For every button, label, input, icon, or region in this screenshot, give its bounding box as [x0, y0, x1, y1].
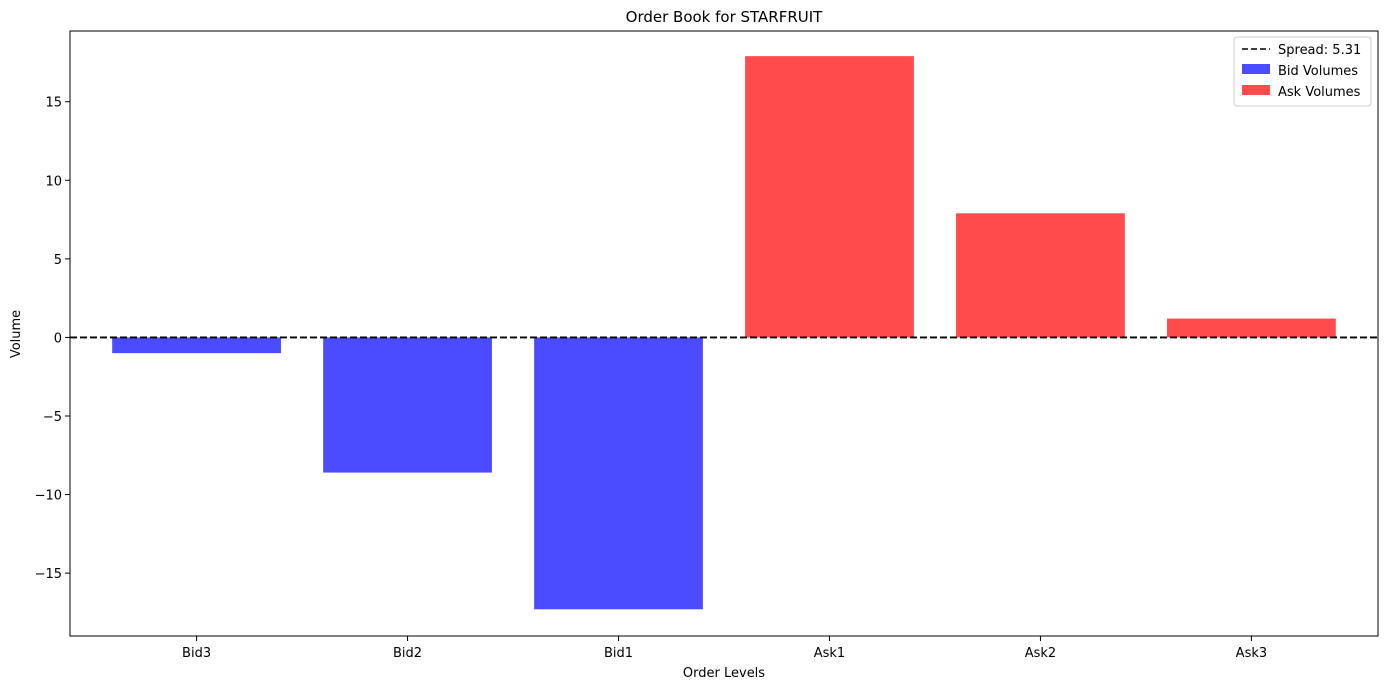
y-tick-label: 5 — [54, 253, 62, 268]
legend-spread-label: Spread: 5.31 — [1278, 43, 1361, 58]
bar-bid2 — [323, 337, 492, 473]
legend-bid-label: Bid Volumes — [1278, 64, 1358, 79]
bars-group — [112, 56, 1336, 610]
y-axis-ticks: −15 −10 −5 0 5 10 15 — [35, 96, 70, 582]
legend-bid-swatch — [1242, 64, 1270, 74]
bar-ask2 — [956, 213, 1125, 338]
bar-bid3 — [112, 337, 281, 354]
y-tick-label: −5 — [43, 410, 62, 425]
chart-title: Order Book for STARFRUIT — [626, 8, 824, 26]
bar-bid1 — [534, 337, 703, 610]
x-tick-label-ask3: Ask3 — [1236, 646, 1267, 661]
y-tick-label: 10 — [45, 174, 62, 189]
x-tick-label-bid1: Bid1 — [604, 646, 633, 661]
y-tick-label: −10 — [35, 489, 62, 504]
y-tick-label: −15 — [35, 567, 62, 582]
x-tick-label-ask2: Ask2 — [1025, 646, 1056, 661]
x-axis-ticks: Bid3 Bid2 Bid1 Ask1 Ask2 Ask3 — [182, 636, 1267, 661]
x-tick-label-bid2: Bid2 — [393, 646, 422, 661]
plot-area-frame — [69, 30, 1379, 637]
x-axis-label: Order Levels — [683, 666, 765, 681]
bar-ask1 — [745, 56, 914, 338]
legend-ask-label: Ask Volumes — [1278, 85, 1361, 100]
y-tick-label: 15 — [45, 96, 62, 111]
y-tick-label: 0 — [54, 331, 62, 346]
x-tick-label-bid3: Bid3 — [182, 646, 211, 661]
x-tick-label-ask1: Ask1 — [814, 646, 845, 661]
y-axis-label: Volume — [9, 310, 24, 358]
legend-ask-swatch — [1242, 85, 1270, 95]
legend: Spread: 5.31 Bid Volumes Ask Volumes — [1233, 36, 1372, 107]
bar-ask3 — [1167, 318, 1336, 338]
